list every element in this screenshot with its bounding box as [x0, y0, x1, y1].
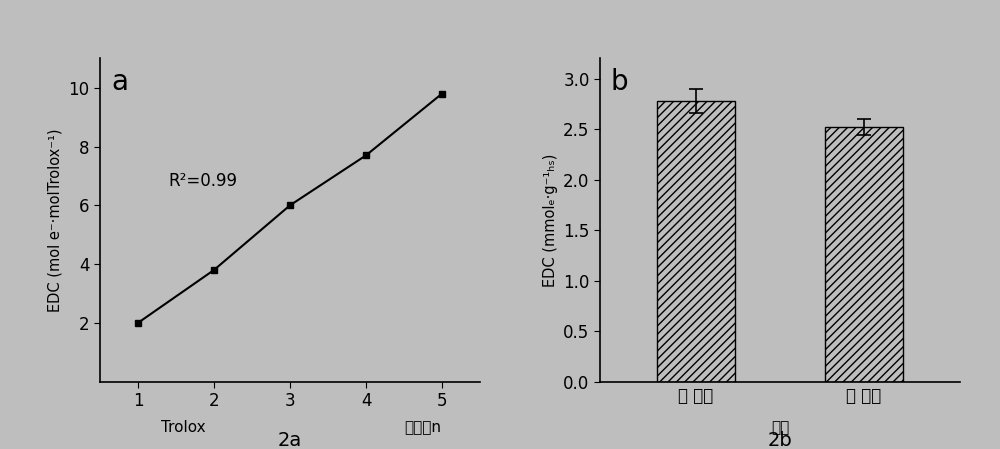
Text: 样品: 样品 [771, 420, 789, 436]
Bar [657, 101, 735, 382]
Text: a: a [111, 68, 128, 96]
Y-axis label: EDC (mol e⁻·molTrolox⁻¹): EDC (mol e⁻·molTrolox⁻¹) [48, 128, 63, 312]
Text: 2a: 2a [278, 431, 302, 449]
Y-axis label: EDC (mmolₑ·g⁻¹ₕₛ): EDC (mmolₑ·g⁻¹ₕₛ) [543, 153, 558, 287]
Bar [825, 127, 903, 382]
Text: b: b [611, 68, 628, 96]
Text: Trolox: Trolox [161, 420, 206, 436]
Text: 2b: 2b [768, 431, 792, 449]
Text: R²=0.99: R²=0.99 [168, 172, 237, 190]
Text: 浓度（n: 浓度（n [404, 420, 442, 436]
